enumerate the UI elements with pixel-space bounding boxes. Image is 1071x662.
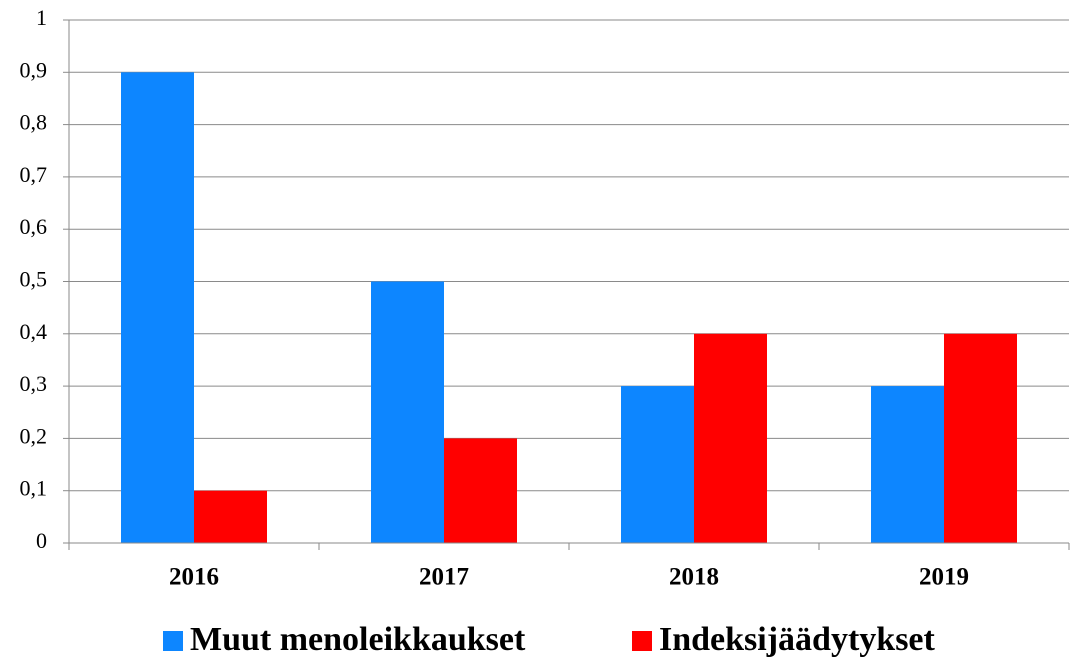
bar	[944, 333, 1017, 543]
bar	[371, 281, 444, 543]
y-tick-label: 1	[36, 5, 47, 30]
y-tick-label: 0,2	[20, 423, 48, 448]
y-tick-label: 0,3	[20, 371, 48, 396]
y-tick-label: 0	[36, 528, 47, 553]
y-tick-label: 0,4	[20, 319, 48, 344]
bar	[694, 333, 767, 543]
y-tick-label: 0,9	[20, 57, 48, 82]
y-tick-label: 0,5	[20, 267, 48, 292]
bar	[871, 386, 944, 543]
bar	[621, 386, 694, 543]
legend-label: Muut menoleikkaukset	[190, 621, 526, 658]
x-tick-label: 2017	[419, 564, 469, 591]
legend-swatch	[632, 631, 652, 651]
legend-label: Indeksijäädytykset	[659, 621, 936, 658]
x-tick-label: 2018	[669, 564, 719, 591]
legend-swatch	[163, 631, 183, 651]
y-tick-label: 0,1	[20, 476, 48, 501]
bar	[194, 490, 267, 543]
x-tick-label: 2019	[919, 564, 969, 591]
y-tick-label: 0,7	[20, 162, 48, 187]
x-tick-label: 2016	[169, 564, 219, 591]
bar	[444, 438, 517, 543]
bar	[121, 72, 194, 544]
y-tick-label: 0,6	[20, 214, 48, 239]
y-tick-label: 0,8	[20, 110, 48, 135]
